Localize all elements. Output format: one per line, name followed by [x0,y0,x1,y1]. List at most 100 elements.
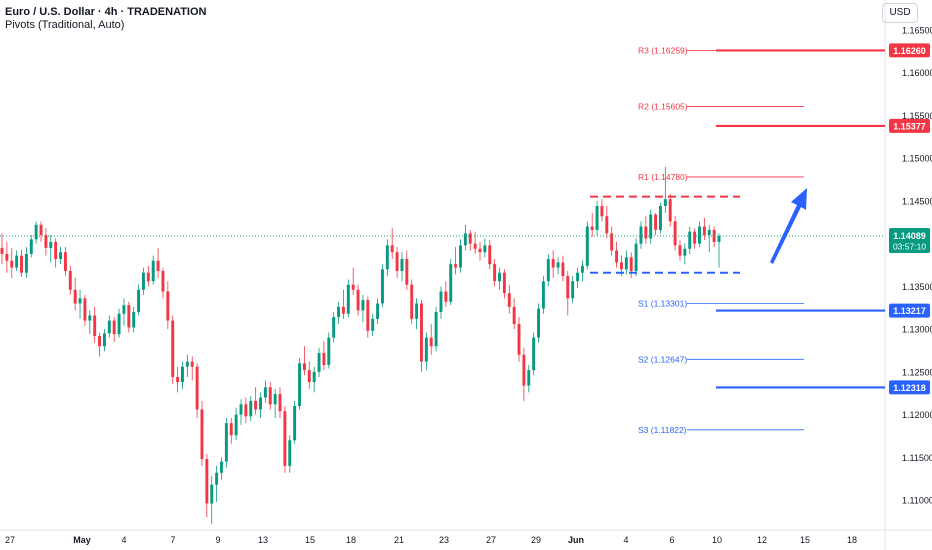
candle [439,286,443,319]
candle [137,284,141,316]
candle [312,366,316,393]
candle-body [702,226,706,236]
candle [220,457,223,480]
countdown-label: 03:57:10 [893,242,926,252]
candle-body [195,366,199,410]
candle [259,392,262,419]
candle [429,323,433,355]
candle [293,400,297,444]
candle-body [551,259,555,268]
time-tick-label: 6 [669,535,674,545]
pivot-label: S1 (1.13301) [638,298,687,308]
candle [0,233,4,265]
price-axis: 1.16500 1.16000 1.15500 1.15000 1.14500 1.135… [902,25,932,505]
candle [654,212,658,236]
candle [683,243,687,265]
candle-body [88,315,92,321]
candle [249,395,253,422]
indicator-label[interactable]: Pivots (Traditional, Auto) [5,19,125,31]
candle [678,240,682,261]
time-tick-label: 18 [847,535,857,545]
candle-body [117,313,121,335]
candle [234,407,238,441]
candle-body [151,260,155,282]
time-tick-label: 15 [800,535,810,545]
price-tick-label: 1.13500 [902,282,932,292]
candle [205,453,209,518]
candle-body [693,231,697,244]
candle-body [537,308,540,338]
candle [102,329,106,352]
candle [39,221,43,242]
candle-body [619,262,623,270]
candle [380,264,384,307]
price-tag-label: 1.12318 [893,383,926,393]
candle [707,224,711,253]
candle-body [239,404,243,415]
candle-body [468,233,472,244]
candle-body [488,245,492,265]
candle [459,239,462,273]
candle-body [220,461,223,473]
candle [624,250,628,275]
candle-body [5,253,9,261]
candle [171,315,175,384]
currency-badge[interactable]: USD [882,3,918,23]
candle-body [166,291,170,321]
candle-body [215,472,219,485]
candle-body [561,262,565,277]
price-tick-label: 1.12000 [902,410,932,420]
candle [551,250,555,278]
chart-title: Euro / U.S. Dollar · 4h · TRADENATION [5,6,207,18]
candle-body [361,300,365,311]
candle [473,231,477,254]
candle [361,294,365,323]
candle [283,406,287,473]
candle-body [112,320,116,335]
candle [215,465,219,502]
candle [5,241,9,273]
candle [78,289,82,319]
candle [346,279,350,318]
candle [88,310,92,335]
candle [93,306,97,343]
candle [595,200,599,236]
candle-body [439,291,443,313]
time-tick-label: 27 [486,535,496,545]
price-tag-box [889,380,930,395]
candle [239,399,243,425]
candle [332,312,336,343]
candle [659,202,662,234]
candle-body [420,303,423,362]
candle [302,346,306,376]
candle [132,306,136,333]
candle-body [502,272,506,294]
candle [151,255,155,285]
candle [224,418,228,468]
candle [317,347,321,377]
candle [600,199,604,222]
candle-body [273,394,277,405]
candle [688,226,692,254]
candle-body [210,484,214,504]
candle-body [493,264,497,282]
candle-body [346,284,350,314]
candle [395,247,399,278]
candle-body [200,409,204,460]
candle-body [483,245,487,253]
candle [502,269,506,299]
time-tick-label: 29 [531,535,541,545]
candle [702,217,706,241]
price-tick-label: 1.16000 [902,68,932,78]
candle-body [254,400,258,410]
candle [698,221,701,248]
candle-body [63,252,67,271]
pivot-label: R1 (1.14780) [638,172,688,182]
candle [537,303,540,343]
candle-body [717,235,721,242]
candle-body [371,318,375,331]
pivot-label: R2 (1.15605) [638,101,688,111]
candle [546,253,550,287]
